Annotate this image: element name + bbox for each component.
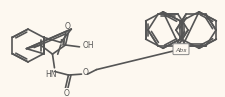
- Text: Abs: Abs: [175, 48, 187, 53]
- Text: O: O: [65, 22, 70, 31]
- Text: OH: OH: [83, 41, 94, 50]
- Text: O: O: [83, 68, 88, 77]
- FancyBboxPatch shape: [173, 44, 189, 55]
- Text: HN: HN: [46, 70, 57, 79]
- Text: N: N: [59, 39, 65, 48]
- Text: O: O: [63, 89, 69, 97]
